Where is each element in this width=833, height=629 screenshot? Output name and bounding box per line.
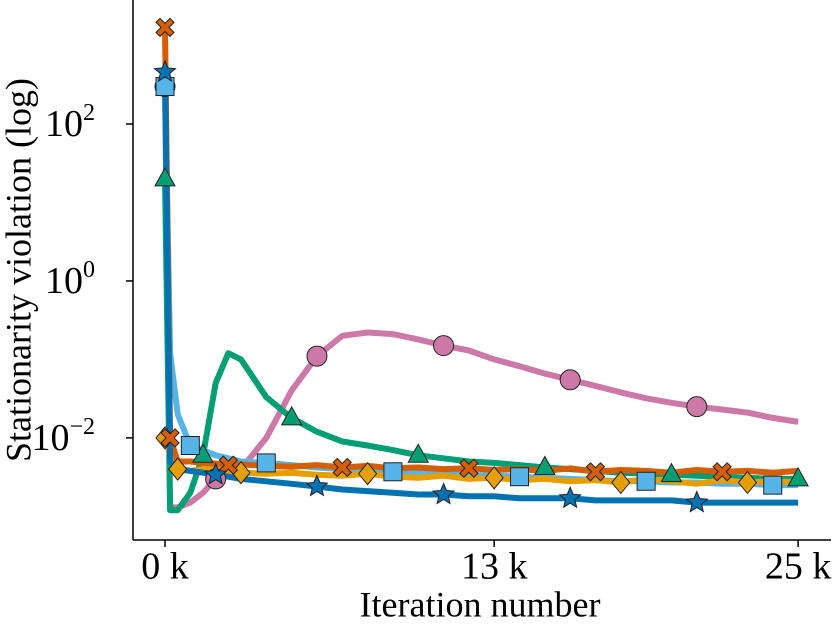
series-line bbox=[162, 86, 799, 511]
marker bbox=[636, 471, 656, 491]
marker bbox=[431, 482, 456, 505]
marker bbox=[155, 77, 175, 97]
marker bbox=[660, 462, 683, 483]
y-axis-title: Stationarity violation (log) bbox=[0, 78, 38, 462]
marker bbox=[611, 470, 631, 495]
marker bbox=[153, 59, 177, 82]
marker bbox=[737, 470, 758, 495]
x-tick-label: 0 k bbox=[141, 546, 189, 588]
marker bbox=[357, 461, 378, 486]
marker bbox=[712, 462, 732, 482]
marker bbox=[168, 457, 188, 481]
marker bbox=[256, 453, 276, 473]
marker bbox=[787, 466, 809, 487]
marker bbox=[154, 166, 176, 187]
marker bbox=[280, 405, 303, 426]
marker bbox=[203, 462, 228, 485]
x-tick-label: 13 k bbox=[461, 546, 528, 588]
x-tick-label: 25 k bbox=[765, 546, 832, 588]
marker bbox=[332, 457, 352, 478]
marker bbox=[305, 474, 329, 497]
y-tick-exponent: −2 bbox=[69, 414, 95, 440]
series-line bbox=[162, 86, 799, 489]
y-tick-base: 10 bbox=[45, 103, 83, 145]
y-tick-label: 102 bbox=[45, 100, 95, 145]
marker bbox=[534, 455, 556, 475]
marker bbox=[218, 455, 239, 475]
y-tick-base: 10 bbox=[31, 417, 69, 459]
marker bbox=[180, 436, 200, 456]
marker bbox=[685, 490, 709, 513]
series-line bbox=[162, 71, 799, 506]
marker bbox=[559, 369, 581, 391]
marker bbox=[558, 485, 582, 509]
y-tick-label: 100 bbox=[45, 257, 95, 302]
marker bbox=[459, 458, 479, 478]
marker bbox=[160, 428, 180, 448]
y-tick-label: 10−2 bbox=[31, 414, 95, 459]
y-tick-exponent: 0 bbox=[83, 257, 95, 283]
marker bbox=[585, 462, 606, 482]
marker bbox=[407, 443, 430, 463]
marker bbox=[763, 475, 783, 495]
marker bbox=[510, 467, 530, 487]
marker bbox=[383, 462, 403, 482]
marker bbox=[433, 335, 455, 357]
marker bbox=[155, 17, 175, 38]
marker bbox=[484, 466, 504, 490]
x-axis-title: Iteration number bbox=[360, 584, 601, 624]
y-tick-base: 10 bbox=[45, 260, 83, 302]
marker bbox=[306, 345, 328, 367]
y-tick-exponent: 2 bbox=[83, 100, 95, 126]
marker bbox=[686, 396, 708, 418]
